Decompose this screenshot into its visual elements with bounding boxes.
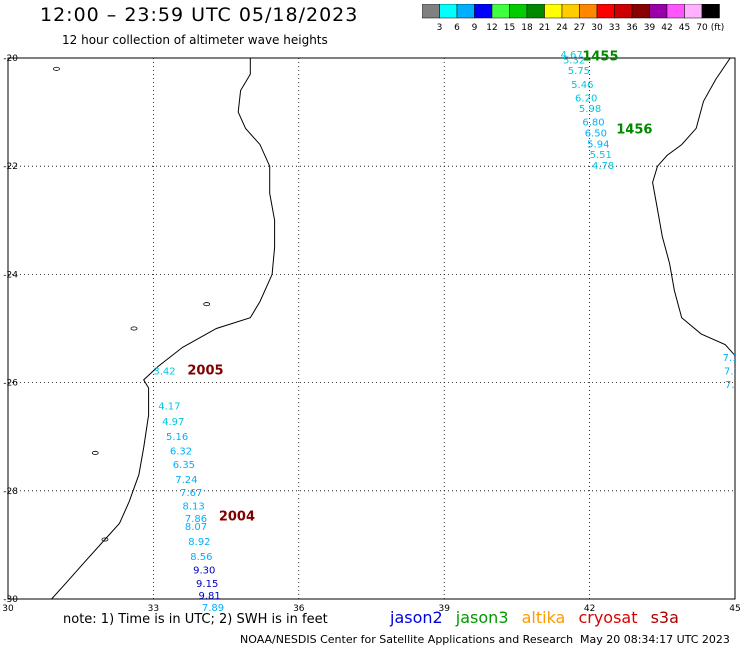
altimeter-tracks: 3.42 4.17 4.97 5.16 6.32 6.35 7.24 7.67 2005 8.13… — [153, 50, 740, 614]
swh-value-label: 5.98 — [579, 104, 601, 115]
mission-altika: altika — [521, 608, 566, 627]
mission-jason2: jason2 — [390, 608, 443, 627]
lon-tick-label: 45 — [729, 604, 740, 614]
swh-colorbar: 3 6 9 12 15 18 21 24 27 30 33 36 39 42 45 70 (ft) — [422, 4, 725, 33]
colorbar-tick-label: 27 — [574, 23, 585, 33]
lon-tick-label: 36 — [293, 604, 305, 614]
coastline-group — [51, 58, 735, 599]
lake-outline — [101, 537, 109, 542]
colorbar-tick-label: 70 — [696, 23, 708, 33]
mission-cryosat: cryosat — [578, 608, 638, 627]
swh-value-label: 7.0 — [725, 380, 740, 391]
swh-value-label: 8.07 — [185, 522, 207, 533]
swh-value-label: 8.92 — [188, 537, 210, 548]
swh-value-label: 6.20 — [575, 93, 597, 104]
mission-jason3: jason3 — [455, 608, 509, 627]
lat-tick-label: -26 — [3, 379, 18, 389]
colorbar-tick-label: 12 — [486, 23, 497, 33]
colorbar-tick-label: 6 — [454, 23, 460, 33]
colorbar-tick-label: 3 — [437, 23, 443, 33]
colorbar-tick-label: 21 — [539, 23, 550, 33]
pass-time-label: 1455 — [582, 50, 618, 65]
swh-value-label: 3.42 — [153, 366, 175, 377]
swh-value-label: 9.30 — [193, 566, 215, 577]
swh-value-label: 5.51 — [590, 150, 612, 161]
lon-tick-label: 39 — [438, 604, 450, 614]
swh-value-label: 9.81 — [198, 591, 220, 602]
lat-tick-label: -30 — [3, 595, 18, 605]
colorbar-tick-label: 45 — [679, 23, 690, 33]
colorbar-tick-label: 18 — [521, 23, 533, 33]
swh-value-label: 5.32 — [563, 55, 585, 66]
mission-legend: jason2 jason3 altika cryosat s3a — [390, 608, 687, 627]
lat-tick-label: -28 — [3, 487, 18, 497]
lat-tick-label: -20 — [3, 54, 18, 64]
colorbar-swatch — [701, 4, 720, 19]
colorbar-tick-label: 39 — [644, 23, 656, 33]
colorbar-tick-label: 30 — [591, 23, 603, 33]
lake-outline — [203, 302, 211, 307]
colorbar-tick-label: 9 — [472, 23, 478, 33]
swh-value-label: 6.32 — [170, 447, 192, 458]
lake-outline — [130, 326, 138, 331]
colorbar-tick-label: 33 — [609, 23, 620, 33]
pass-time-label: 2005 — [187, 363, 223, 378]
colorbar-tick-label: 24 — [556, 23, 568, 33]
swh-value-label: 8.13 — [182, 502, 204, 513]
swh-value-label: 5.46 — [571, 80, 593, 91]
swh-value-label: 7.67 — [180, 488, 202, 499]
colorbar-tick-label: 42 — [661, 23, 672, 33]
swh-value-label: 5.16 — [166, 432, 188, 443]
lake-outline — [53, 66, 60, 71]
pass-time-label: 2004 — [219, 510, 255, 525]
credit-line: NOAA/NESDIS Center for Satellite Applica… — [240, 633, 574, 646]
swh-value-label: 7.89 — [202, 603, 224, 614]
generated-timestamp: May 20 08:34:17 UTC 2023 — [580, 633, 730, 646]
swh-value-label: 7.3 — [724, 366, 740, 377]
colorbar-tick-label: 15 — [504, 23, 515, 33]
swh-value-label: 6.35 — [173, 460, 195, 471]
swh-value-label: 9.15 — [196, 579, 218, 590]
footer-note: note: 1) Time is in UTC; 2) SWH is in fe… — [63, 612, 328, 627]
swh-value-label: 6.80 — [582, 118, 604, 129]
swh-value-label: 5.94 — [587, 139, 609, 150]
pass-time-label: 1456 — [616, 123, 652, 138]
madagascar-coastline — [652, 58, 735, 356]
map-title: 12:00 – 23:59 UTC 05/18/2023 — [40, 4, 359, 26]
colorbar-tick-label: 36 — [626, 23, 638, 33]
swh-value-label: 4.78 — [592, 161, 614, 172]
map-subtitle: 12 hour collection of altimeter wave hei… — [62, 33, 328, 47]
swh-value-label: 4.17 — [158, 402, 180, 413]
map-frame — [7, 57, 736, 600]
swh-value-label: 6.50 — [585, 128, 607, 139]
swh-value-label: 7.86 — [185, 514, 207, 525]
lat-tick-label: -22 — [3, 162, 18, 172]
mission-s3a: s3a — [650, 608, 679, 627]
swh-value-label: 8.56 — [190, 552, 212, 563]
africa-coastline — [51, 58, 276, 599]
swh-value-label: 4.67 — [561, 50, 583, 61]
lon-tick-label: 33 — [148, 604, 159, 614]
colorbar-unit: (ft) — [711, 23, 725, 33]
lat-tick-label: -24 — [3, 270, 18, 280]
swh-value-label: 7.24 — [175, 475, 197, 486]
swh-value-label: 4.97 — [162, 417, 184, 428]
lon-tick-label: 42 — [584, 604, 595, 614]
lake-outline — [91, 450, 99, 455]
swh-value-label: 7.1 — [723, 353, 739, 364]
lon-tick-label: 30 — [2, 604, 14, 614]
swh-value-label: 5.75 — [568, 66, 590, 77]
